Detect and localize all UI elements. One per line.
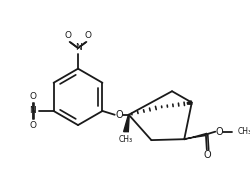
Polygon shape [183,133,206,139]
Text: O: O [84,31,91,40]
Text: CH₃: CH₃ [237,127,250,136]
Text: O: O [115,110,123,120]
Text: O: O [214,127,222,137]
Polygon shape [123,114,129,132]
Text: CH₃: CH₃ [118,135,132,144]
Text: O: O [29,92,36,101]
Text: O: O [203,150,211,160]
Text: O: O [29,121,36,130]
Text: N: N [30,106,36,116]
Text: O: O [64,31,71,40]
Text: N: N [74,44,81,52]
